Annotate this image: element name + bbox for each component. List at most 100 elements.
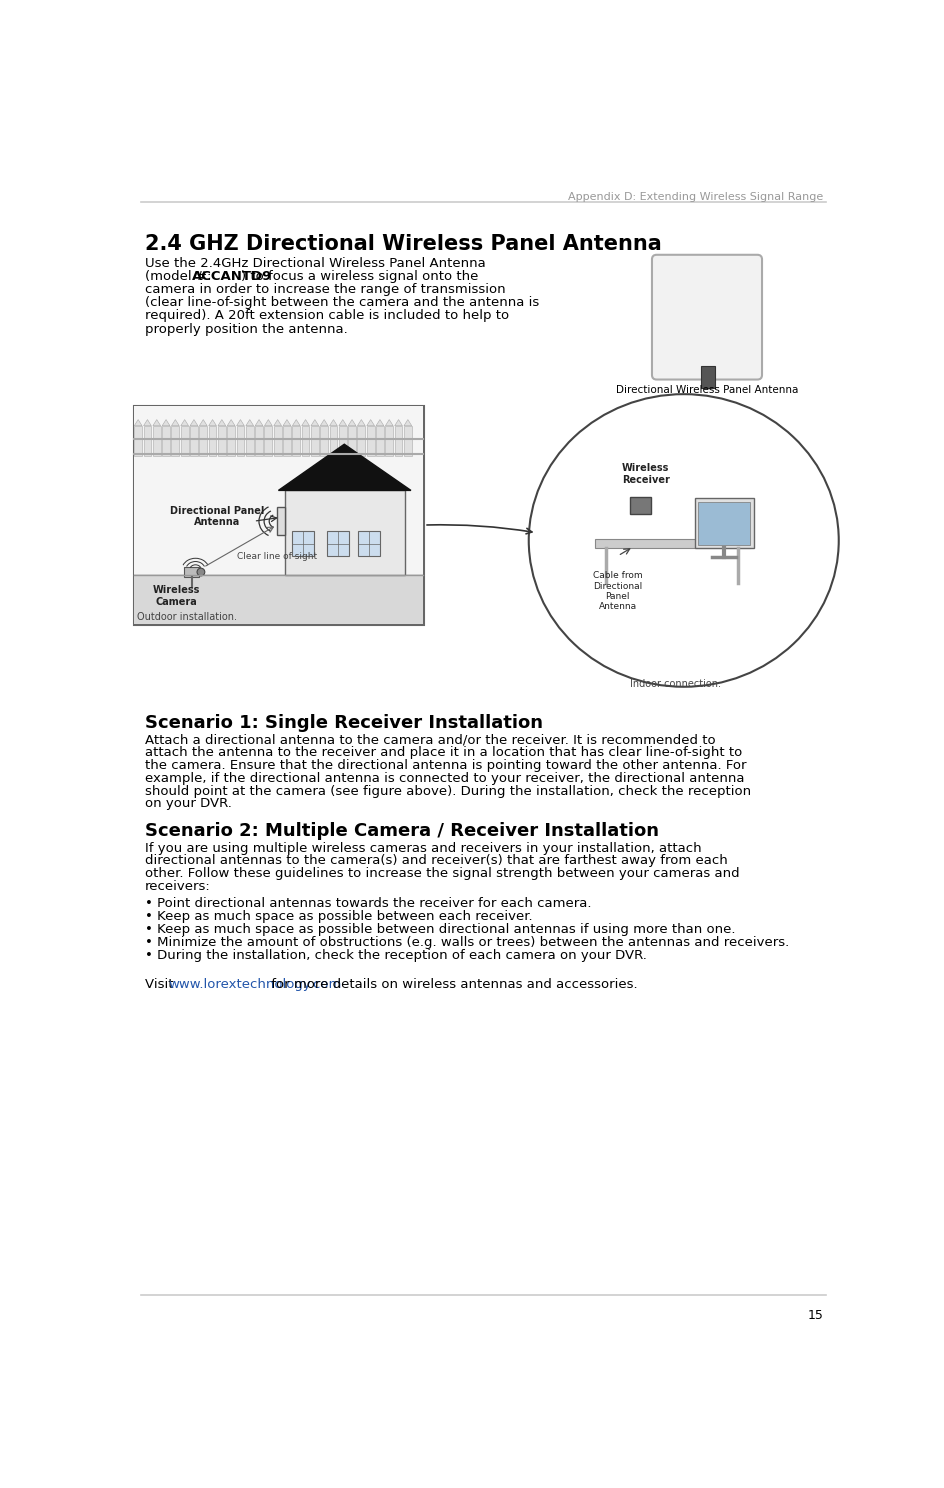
- FancyBboxPatch shape: [652, 254, 762, 379]
- Bar: [302, 426, 310, 455]
- Text: should point at the camera (see figure above). During the installation, check th: should point at the camera (see figure a…: [145, 784, 751, 798]
- Text: • During the installation, check the reception of each camera on your DVR.: • During the installation, check the rec…: [145, 949, 647, 963]
- Polygon shape: [302, 420, 310, 426]
- Bar: [134, 406, 423, 625]
- Bar: [162, 426, 170, 455]
- Bar: [696, 498, 753, 548]
- Text: Visit: Visit: [145, 978, 177, 991]
- Text: receivers:: receivers:: [145, 879, 211, 893]
- Bar: [237, 426, 244, 455]
- Bar: [255, 426, 263, 455]
- Polygon shape: [255, 420, 263, 426]
- Text: Wireless
Receiver: Wireless Receiver: [622, 463, 669, 485]
- Bar: [180, 426, 189, 455]
- Text: If you are using multiple wireless cameras and receivers in your installation, a: If you are using multiple wireless camer…: [145, 842, 701, 854]
- Polygon shape: [153, 420, 160, 426]
- Bar: [218, 426, 226, 455]
- Text: the camera. Ensure that the directional antenna is pointing toward the other ant: the camera. Ensure that the directional …: [145, 759, 747, 772]
- Bar: [153, 426, 160, 455]
- Polygon shape: [190, 420, 198, 426]
- Bar: [143, 426, 151, 455]
- Text: Wireless
Camera: Wireless Camera: [152, 585, 200, 607]
- Text: • Keep as much space as possible between each receiver.: • Keep as much space as possible between…: [145, 911, 532, 923]
- Polygon shape: [376, 420, 384, 426]
- Polygon shape: [172, 420, 179, 426]
- Bar: [134, 426, 142, 455]
- Text: Cable from
Directional
Panel
Antenna: Cable from Directional Panel Antenna: [593, 571, 643, 612]
- Text: • Minimize the amount of obstructions (e.g. walls or trees) between the antennas: • Minimize the amount of obstructions (e…: [145, 936, 789, 949]
- Bar: [395, 426, 402, 455]
- Text: (clear line-of-sight between the camera and the antenna is: (clear line-of-sight between the camera …: [145, 296, 539, 310]
- Text: 2.4 GHZ Directional Wireless Panel Antenna: 2.4 GHZ Directional Wireless Panel Anten…: [145, 234, 662, 254]
- Polygon shape: [320, 420, 328, 426]
- Text: ) to focus a wireless signal onto the: ) to focus a wireless signal onto the: [242, 271, 479, 283]
- Text: Outdoor installation.: Outdoor installation.: [137, 612, 237, 622]
- Bar: [190, 426, 198, 455]
- Bar: [134, 574, 423, 625]
- Polygon shape: [329, 420, 337, 426]
- Bar: [311, 426, 319, 455]
- Polygon shape: [218, 420, 226, 426]
- Polygon shape: [283, 420, 291, 426]
- Text: camera in order to increase the range of transmission: camera in order to increase the range of…: [145, 283, 506, 296]
- Polygon shape: [385, 420, 393, 426]
- Text: • Keep as much space as possible between directional antennas if using more than: • Keep as much space as possible between…: [145, 923, 735, 936]
- Text: other. Follow these guidelines to increase the signal strength between your came: other. Follow these guidelines to increa…: [145, 868, 740, 879]
- Ellipse shape: [529, 394, 839, 687]
- Bar: [320, 426, 328, 455]
- Bar: [277, 507, 285, 536]
- Bar: [245, 426, 254, 455]
- Bar: [385, 426, 393, 455]
- Text: • Point directional antennas towards the receiver for each camera.: • Point directional antennas towards the…: [145, 897, 592, 911]
- Polygon shape: [264, 420, 272, 426]
- Text: example, if the directional antenna is connected to your receiver, the direction: example, if the directional antenna is c…: [145, 772, 745, 784]
- Bar: [630, 497, 651, 513]
- Bar: [293, 426, 300, 455]
- Bar: [404, 426, 412, 455]
- Text: Directional Wireless Panel Antenna: Directional Wireless Panel Antenna: [615, 385, 799, 394]
- Text: www.lorextechnology.com: www.lorextechnology.com: [168, 978, 342, 991]
- Text: on your DVR.: on your DVR.: [145, 798, 232, 811]
- Text: Scenario 1: Single Receiver Installation: Scenario 1: Single Receiver Installation: [145, 714, 543, 732]
- Polygon shape: [404, 420, 412, 426]
- Polygon shape: [134, 420, 142, 426]
- Text: attach the antenna to the receiver and place it in a location that has clear lin: attach the antenna to the receiver and p…: [145, 747, 742, 759]
- Bar: [700, 366, 715, 388]
- Bar: [376, 426, 384, 455]
- Polygon shape: [228, 420, 235, 426]
- Bar: [209, 426, 216, 455]
- Bar: [358, 426, 365, 455]
- Polygon shape: [293, 420, 300, 426]
- Text: Scenario 2: Multiple Camera / Receiver Installation: Scenario 2: Multiple Camera / Receiver I…: [145, 821, 659, 839]
- Polygon shape: [199, 420, 207, 426]
- Polygon shape: [274, 420, 281, 426]
- Text: properly position the antenna.: properly position the antenna.: [145, 323, 348, 336]
- Text: Clear line of sight: Clear line of sight: [237, 552, 317, 561]
- Polygon shape: [348, 420, 356, 426]
- Polygon shape: [395, 420, 402, 426]
- Polygon shape: [339, 420, 346, 426]
- Polygon shape: [180, 420, 189, 426]
- Polygon shape: [162, 420, 170, 426]
- Polygon shape: [367, 420, 375, 426]
- Text: (model #:: (model #:: [145, 271, 216, 283]
- Bar: [199, 426, 207, 455]
- Bar: [133, 406, 424, 625]
- Bar: [699, 501, 750, 545]
- Text: Appendix D: Extending Wireless Signal Range: Appendix D: Extending Wireless Signal Ra…: [568, 192, 823, 202]
- Text: directional antennas to the camera(s) and receiver(s) that are farthest away fro: directional antennas to the camera(s) an…: [145, 854, 728, 868]
- Text: ACCANTD9: ACCANTD9: [193, 271, 273, 283]
- Bar: [285, 491, 405, 574]
- Text: Directional Panel
Antenna: Directional Panel Antenna: [170, 506, 264, 527]
- Polygon shape: [311, 420, 319, 426]
- Bar: [328, 531, 349, 557]
- Polygon shape: [245, 420, 254, 426]
- Bar: [274, 426, 281, 455]
- Polygon shape: [143, 420, 151, 426]
- Bar: [293, 531, 314, 557]
- Polygon shape: [237, 420, 244, 426]
- Text: Attach a directional antenna to the camera and/or the receiver. It is recommende: Attach a directional antenna to the came…: [145, 734, 716, 747]
- Bar: [339, 426, 346, 455]
- Bar: [184, 567, 199, 577]
- Text: Use the 2.4GHz Directional Wireless Panel Antenna: Use the 2.4GHz Directional Wireless Pane…: [145, 257, 486, 271]
